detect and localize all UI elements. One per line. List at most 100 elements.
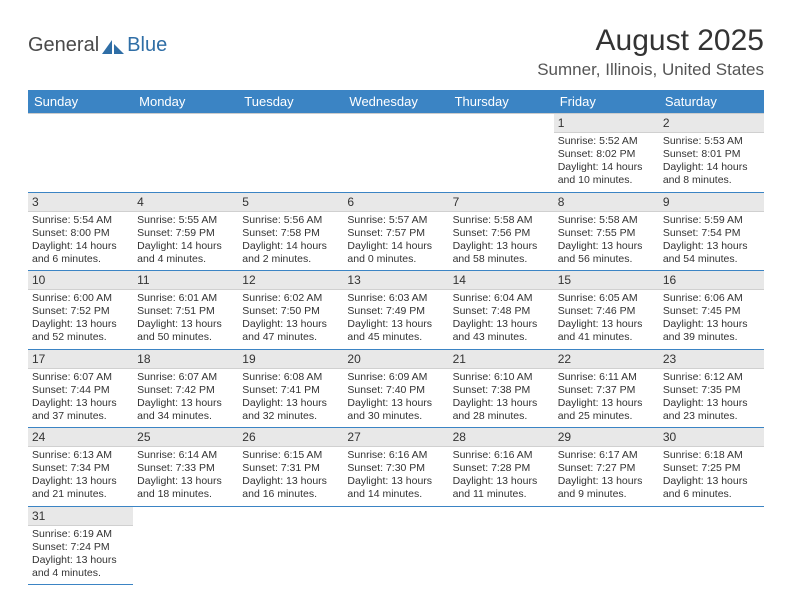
daylight-text: Daylight: 13 hours and 56 minutes. bbox=[558, 240, 655, 266]
sunrise-text: Sunrise: 6:02 AM bbox=[242, 292, 339, 305]
day-number: 27 bbox=[343, 428, 448, 447]
day-number: 22 bbox=[554, 350, 659, 369]
sunrise-text: Sunrise: 5:58 AM bbox=[558, 214, 655, 227]
calendar-cell bbox=[554, 506, 659, 585]
calendar-cell: 21Sunrise: 6:10 AMSunset: 7:38 PMDayligh… bbox=[449, 349, 554, 428]
sunrise-text: Sunrise: 5:59 AM bbox=[663, 214, 760, 227]
calendar-cell: 10Sunrise: 6:00 AMSunset: 7:52 PMDayligh… bbox=[28, 271, 133, 350]
page-header: General Blue August 2025 Sumner, Illinoi… bbox=[28, 24, 764, 80]
calendar-cell: 27Sunrise: 6:16 AMSunset: 7:30 PMDayligh… bbox=[343, 428, 448, 507]
calendar-cell: 1Sunrise: 5:52 AMSunset: 8:02 PMDaylight… bbox=[554, 114, 659, 193]
daylight-text: Daylight: 13 hours and 34 minutes. bbox=[137, 397, 234, 423]
calendar-cell bbox=[133, 506, 238, 585]
sunset-text: Sunset: 7:24 PM bbox=[32, 541, 129, 554]
day-number: 18 bbox=[133, 350, 238, 369]
calendar-cell: 5Sunrise: 5:56 AMSunset: 7:58 PMDaylight… bbox=[238, 192, 343, 271]
sail-icon bbox=[102, 38, 124, 54]
weekday-header: Tuesday bbox=[238, 90, 343, 114]
calendar-cell: 25Sunrise: 6:14 AMSunset: 7:33 PMDayligh… bbox=[133, 428, 238, 507]
sunrise-text: Sunrise: 5:58 AM bbox=[453, 214, 550, 227]
daylight-text: Daylight: 13 hours and 50 minutes. bbox=[137, 318, 234, 344]
sunrise-text: Sunrise: 5:54 AM bbox=[32, 214, 129, 227]
day-number: 12 bbox=[238, 271, 343, 290]
daylight-text: Daylight: 13 hours and 16 minutes. bbox=[242, 475, 339, 501]
daylight-text: Daylight: 13 hours and 37 minutes. bbox=[32, 397, 129, 423]
sunset-text: Sunset: 7:25 PM bbox=[663, 462, 760, 475]
day-details: Sunrise: 6:10 AMSunset: 7:38 PMDaylight:… bbox=[449, 369, 554, 428]
day-number: 6 bbox=[343, 193, 448, 212]
sunset-text: Sunset: 7:45 PM bbox=[663, 305, 760, 318]
calendar-cell: 3Sunrise: 5:54 AMSunset: 8:00 PMDaylight… bbox=[28, 192, 133, 271]
month-title: August 2025 bbox=[537, 24, 764, 58]
day-details: Sunrise: 5:55 AMSunset: 7:59 PMDaylight:… bbox=[133, 212, 238, 271]
day-number: 15 bbox=[554, 271, 659, 290]
daylight-text: Daylight: 13 hours and 41 minutes. bbox=[558, 318, 655, 344]
sunset-text: Sunset: 7:33 PM bbox=[137, 462, 234, 475]
sunset-text: Sunset: 7:56 PM bbox=[453, 227, 550, 240]
sunrise-text: Sunrise: 6:16 AM bbox=[347, 449, 444, 462]
calendar-row: 17Sunrise: 6:07 AMSunset: 7:44 PMDayligh… bbox=[28, 349, 764, 428]
sunrise-text: Sunrise: 6:04 AM bbox=[453, 292, 550, 305]
calendar-cell bbox=[659, 506, 764, 585]
brand-part2: Blue bbox=[127, 34, 167, 57]
location-label: Sumner, Illinois, United States bbox=[537, 60, 764, 80]
day-details: Sunrise: 5:57 AMSunset: 7:57 PMDaylight:… bbox=[343, 212, 448, 271]
day-number: 10 bbox=[28, 271, 133, 290]
sunset-text: Sunset: 7:37 PM bbox=[558, 384, 655, 397]
sunset-text: Sunset: 7:42 PM bbox=[137, 384, 234, 397]
daylight-text: Daylight: 13 hours and 14 minutes. bbox=[347, 475, 444, 501]
calendar-cell bbox=[449, 506, 554, 585]
calendar-cell bbox=[238, 506, 343, 585]
day-details: Sunrise: 6:13 AMSunset: 7:34 PMDaylight:… bbox=[28, 447, 133, 506]
day-details: Sunrise: 5:58 AMSunset: 7:55 PMDaylight:… bbox=[554, 212, 659, 271]
calendar-cell bbox=[449, 114, 554, 193]
title-block: August 2025 Sumner, Illinois, United Sta… bbox=[537, 24, 764, 80]
calendar-cell: 7 Sunrise: 5:58 AMSunset: 7:56 PMDaylight… bbox=[449, 192, 554, 271]
daylight-text: Daylight: 13 hours and 58 minutes. bbox=[453, 240, 550, 266]
sunrise-text: Sunrise: 6:01 AM bbox=[137, 292, 234, 305]
daylight-text: Daylight: 14 hours and 4 minutes. bbox=[137, 240, 234, 266]
day-number: 30 bbox=[659, 428, 764, 447]
sunrise-text: Sunrise: 6:09 AM bbox=[347, 371, 444, 384]
calendar-cell: 2Sunrise: 5:53 AMSunset: 8:01 PMDaylight… bbox=[659, 114, 764, 193]
brand-part1: General bbox=[28, 34, 99, 57]
day-number: 21 bbox=[449, 350, 554, 369]
day-details: Sunrise: 6:15 AMSunset: 7:31 PMDaylight:… bbox=[238, 447, 343, 506]
daylight-text: Daylight: 14 hours and 2 minutes. bbox=[242, 240, 339, 266]
day-number: 17 bbox=[28, 350, 133, 369]
sunrise-text: Sunrise: 5:52 AM bbox=[558, 135, 655, 148]
day-number: 20 bbox=[343, 350, 448, 369]
day-details: Sunrise: 6:03 AMSunset: 7:49 PMDaylight:… bbox=[343, 290, 448, 349]
weekday-header: Saturday bbox=[659, 90, 764, 114]
daylight-text: Daylight: 13 hours and 21 minutes. bbox=[32, 475, 129, 501]
calendar-cell bbox=[343, 506, 448, 585]
day-number: 11 bbox=[133, 271, 238, 290]
day-details: Sunrise: 6:01 AMSunset: 7:51 PMDaylight:… bbox=[133, 290, 238, 349]
calendar-cell: 9Sunrise: 5:59 AMSunset: 7:54 PMDaylight… bbox=[659, 192, 764, 271]
day-details: Sunrise: 6:16 AMSunset: 7:30 PMDaylight:… bbox=[343, 447, 448, 506]
day-details: Sunrise: 5:52 AMSunset: 8:02 PMDaylight:… bbox=[554, 133, 659, 192]
sunrise-text: Sunrise: 6:11 AM bbox=[558, 371, 655, 384]
sunset-text: Sunset: 7:54 PM bbox=[663, 227, 760, 240]
sunrise-text: Sunrise: 6:14 AM bbox=[137, 449, 234, 462]
daylight-text: Daylight: 13 hours and 30 minutes. bbox=[347, 397, 444, 423]
calendar-cell: 19Sunrise: 6:08 AMSunset: 7:41 PMDayligh… bbox=[238, 349, 343, 428]
sunrise-text: Sunrise: 6:15 AM bbox=[242, 449, 339, 462]
calendar-cell: 12Sunrise: 6:02 AMSunset: 7:50 PMDayligh… bbox=[238, 271, 343, 350]
day-details: Sunrise: 5:59 AMSunset: 7:54 PMDaylight:… bbox=[659, 212, 764, 271]
sunset-text: Sunset: 7:30 PM bbox=[347, 462, 444, 475]
sunset-text: Sunset: 7:44 PM bbox=[32, 384, 129, 397]
calendar-cell: 8Sunrise: 5:58 AMSunset: 7:55 PMDaylight… bbox=[554, 192, 659, 271]
weekday-header: Sunday bbox=[28, 90, 133, 114]
day-number: 7 bbox=[449, 193, 554, 212]
daylight-text: Daylight: 13 hours and 43 minutes. bbox=[453, 318, 550, 344]
day-number: 8 bbox=[554, 193, 659, 212]
day-number: 28 bbox=[449, 428, 554, 447]
calendar-cell bbox=[28, 114, 133, 193]
calendar-cell: 26Sunrise: 6:15 AMSunset: 7:31 PMDayligh… bbox=[238, 428, 343, 507]
sunrise-text: Sunrise: 6:03 AM bbox=[347, 292, 444, 305]
daylight-text: Daylight: 13 hours and 47 minutes. bbox=[242, 318, 339, 344]
daylight-text: Daylight: 13 hours and 4 minutes. bbox=[32, 554, 129, 580]
calendar-cell bbox=[343, 114, 448, 193]
calendar-cell: 22Sunrise: 6:11 AMSunset: 7:37 PMDayligh… bbox=[554, 349, 659, 428]
